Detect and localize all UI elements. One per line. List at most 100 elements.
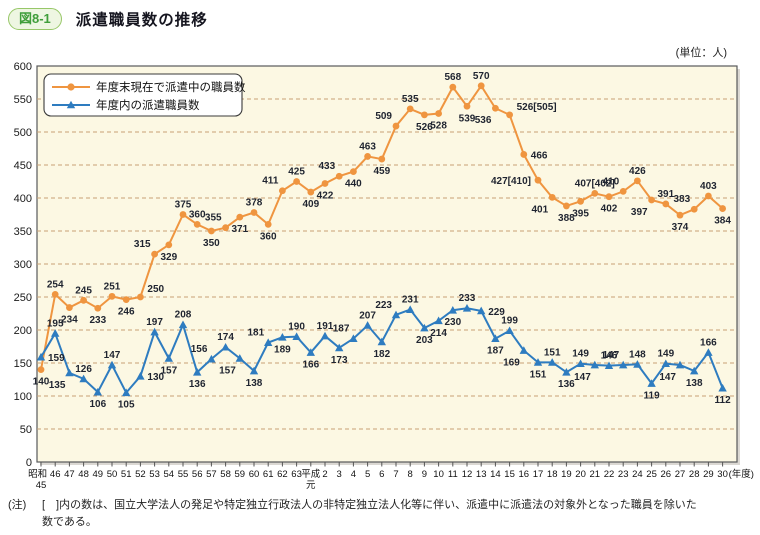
legend-triangle-marker xyxy=(66,100,76,109)
svg-text:600: 600 xyxy=(14,61,32,73)
svg-text:410: 410 xyxy=(603,176,620,187)
svg-text:388: 388 xyxy=(558,213,575,224)
svg-text:16: 16 xyxy=(519,469,530,480)
svg-text:400: 400 xyxy=(14,193,32,205)
svg-text:138: 138 xyxy=(246,378,263,389)
svg-text:401: 401 xyxy=(532,204,549,215)
svg-text:189: 189 xyxy=(274,344,291,355)
svg-text:426: 426 xyxy=(629,166,646,177)
svg-text:11: 11 xyxy=(448,469,458,480)
svg-text:360: 360 xyxy=(189,209,206,220)
figure-number-badge: 図8-1 xyxy=(8,8,62,30)
svg-text:403: 403 xyxy=(700,181,717,192)
svg-text:246: 246 xyxy=(118,307,135,318)
figure-title: 派遣職員数の推移 xyxy=(75,12,208,29)
svg-text:391: 391 xyxy=(657,189,674,200)
svg-text:250: 250 xyxy=(14,292,32,304)
svg-text:7: 7 xyxy=(393,469,398,480)
svg-text:27: 27 xyxy=(675,469,686,480)
svg-text:22: 22 xyxy=(604,469,615,480)
svg-text:384: 384 xyxy=(714,216,731,227)
svg-text:157: 157 xyxy=(219,365,236,376)
svg-text:187: 187 xyxy=(487,346,504,357)
svg-text:100: 100 xyxy=(14,391,32,403)
svg-text:147: 147 xyxy=(659,372,676,383)
svg-text:156: 156 xyxy=(191,344,208,355)
chart-svg: 050100150200250300350400450500550600昭和45… xyxy=(14,61,754,491)
svg-text:55: 55 xyxy=(178,469,189,480)
svg-text:49: 49 xyxy=(93,469,104,480)
x-axis-ticks xyxy=(40,462,724,467)
svg-text:570: 570 xyxy=(473,71,490,82)
svg-text:254: 254 xyxy=(47,279,64,290)
svg-text:119: 119 xyxy=(644,390,661,401)
svg-text:136: 136 xyxy=(558,379,575,390)
svg-text:463: 463 xyxy=(359,141,376,152)
svg-text:19: 19 xyxy=(561,469,572,480)
svg-text:47: 47 xyxy=(64,469,75,480)
svg-text:535: 535 xyxy=(402,94,419,105)
svg-text:409: 409 xyxy=(302,199,319,210)
svg-text:360: 360 xyxy=(260,231,277,242)
svg-text:62: 62 xyxy=(277,469,288,480)
svg-text:105: 105 xyxy=(118,400,135,411)
svg-text:383: 383 xyxy=(674,194,691,205)
series-dispatched-within-year xyxy=(36,304,727,397)
svg-text:昭和: 昭和 xyxy=(28,469,47,480)
svg-text:140: 140 xyxy=(33,377,50,388)
svg-text:28: 28 xyxy=(689,469,700,480)
svg-text:157: 157 xyxy=(160,365,177,376)
legend-label-1: 年度内の派遣職員数 xyxy=(96,98,200,112)
svg-text:374: 374 xyxy=(672,222,689,233)
svg-text:195: 195 xyxy=(47,318,64,329)
svg-text:29: 29 xyxy=(703,469,714,480)
svg-text:14: 14 xyxy=(490,469,501,480)
series-dispatched-at-year-end xyxy=(37,82,726,373)
svg-text:147: 147 xyxy=(104,350,121,361)
svg-text:17: 17 xyxy=(533,469,544,480)
svg-text:187: 187 xyxy=(333,324,350,335)
svg-text:50: 50 xyxy=(20,424,32,436)
svg-text:528: 528 xyxy=(430,121,447,132)
svg-text:197: 197 xyxy=(146,317,163,328)
svg-text:8: 8 xyxy=(408,469,413,480)
svg-text:568: 568 xyxy=(444,72,461,83)
svg-text:411: 411 xyxy=(262,176,279,187)
legend-circle-marker xyxy=(67,83,75,91)
svg-text:169: 169 xyxy=(503,357,520,368)
svg-text:30: 30 xyxy=(717,469,728,480)
svg-text:151: 151 xyxy=(544,347,561,358)
svg-text:536: 536 xyxy=(475,115,492,126)
svg-text:135: 135 xyxy=(49,380,66,391)
svg-text:233: 233 xyxy=(89,315,106,326)
svg-text:13: 13 xyxy=(476,469,487,480)
svg-text:407[402]: 407[402] xyxy=(575,178,615,189)
svg-text:150: 150 xyxy=(14,358,32,370)
svg-text:378: 378 xyxy=(246,198,263,209)
svg-text:427[410]: 427[410] xyxy=(491,176,531,187)
svg-text:5: 5 xyxy=(365,469,370,480)
svg-text:130: 130 xyxy=(147,372,164,383)
svg-text:3: 3 xyxy=(337,469,342,480)
svg-text:371: 371 xyxy=(231,224,248,235)
svg-text:0: 0 xyxy=(26,457,32,469)
svg-text:229: 229 xyxy=(488,307,505,318)
svg-text:148: 148 xyxy=(629,349,646,360)
svg-text:450: 450 xyxy=(14,160,32,172)
svg-text:138: 138 xyxy=(686,378,703,389)
svg-text:166: 166 xyxy=(302,359,319,370)
svg-text:200: 200 xyxy=(14,325,32,337)
svg-text:375: 375 xyxy=(175,200,192,211)
svg-text:459: 459 xyxy=(373,166,390,177)
svg-text:151: 151 xyxy=(530,369,547,380)
svg-text:234: 234 xyxy=(61,315,78,326)
svg-text:21: 21 xyxy=(590,469,601,480)
svg-text:526: 526 xyxy=(416,122,433,133)
svg-text:550: 550 xyxy=(14,94,32,106)
svg-text:230: 230 xyxy=(444,317,461,328)
svg-text:26: 26 xyxy=(661,469,672,480)
svg-text:182: 182 xyxy=(373,349,390,360)
svg-text:54: 54 xyxy=(164,469,175,480)
series-dispatched-at-year-end-labels: 1402542342452332512462503153293753603503… xyxy=(33,71,732,388)
